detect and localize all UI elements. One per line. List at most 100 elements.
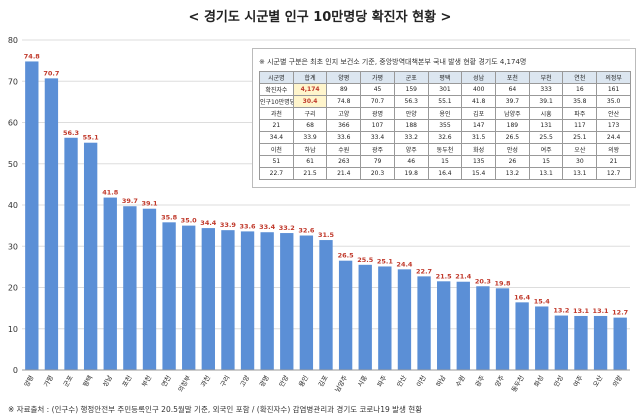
table-cell: 15 (427, 155, 463, 168)
table-cell: 안양 (393, 107, 429, 120)
table-row: 과천 구리 고양 광명 안양 용인 김포 남양주 시흥 파주 안산 (259, 107, 631, 120)
x-category-label: 평택 (81, 373, 95, 388)
bar (613, 317, 627, 370)
table-cell: 39.1 (528, 95, 564, 108)
table-cell: 김포 (461, 107, 497, 120)
table-cell: 41.8 (461, 95, 497, 108)
table-cell: 의정부 (596, 71, 631, 84)
bar (83, 142, 98, 370)
stats-table: 시군명 합계 양평 가평 군포 평택 성남 포천 부천 연천 의정부 확진자수 4,174 89 45 159… (259, 71, 631, 180)
page-title: < 경기도 시군별 인구 10만명당 확진자 현황 > (188, 10, 452, 25)
y-tick-label: 50 (8, 160, 18, 169)
table-cell: 117 (562, 119, 598, 132)
bar-value-label: 21.5 (436, 272, 453, 280)
bar-value-label: 26.5 (338, 252, 355, 260)
table-cell: 용인 (427, 107, 463, 120)
bar-value-label: 13.1 (573, 307, 590, 315)
table-cell: 74.8 (326, 95, 362, 108)
table-cell: 188 (393, 119, 429, 132)
bar (574, 315, 588, 370)
bar-value-label: 21.4 (455, 273, 472, 281)
x-category-label: 가평 (41, 373, 55, 388)
table-cell: 301 (427, 83, 463, 96)
x-category-label: 김포 (317, 374, 330, 388)
bar-value-label: 55.1 (83, 134, 100, 142)
bar (25, 61, 39, 370)
table-cell: 400 (461, 83, 497, 96)
bar-value-label: 20.3 (475, 277, 491, 285)
bar-value-label: 25.1 (377, 257, 394, 265)
x-category-label: 시흥 (355, 373, 369, 388)
x-category-label: 안산 (394, 373, 408, 388)
bar-value-label: 22.7 (416, 267, 432, 275)
table-cell: 과천 (259, 107, 294, 120)
x-category-label: 군포 (62, 374, 75, 388)
bar (378, 266, 392, 370)
table-cell: 16.4 (427, 167, 463, 180)
bar-value-label: 56.3 (63, 129, 79, 137)
table-row: 시군명 합계 양평 가평 군포 평택 성남 포천 부천 연천 의정부 (259, 71, 631, 84)
bar-value-label: 35.0 (181, 217, 198, 225)
table-cell: 하남 (292, 143, 328, 156)
table-cell: 15 (528, 155, 564, 168)
bar-value-label: 74.8 (24, 52, 41, 60)
table-cell: 21.5 (292, 167, 328, 180)
x-category-label: 양주 (493, 374, 506, 388)
table-cell: 24.4 (596, 131, 631, 144)
x-category-label: 오산 (591, 373, 605, 388)
table-cell: 의왕 (596, 143, 631, 156)
table-cell: 147 (461, 119, 497, 132)
table-cell: 33.4 (360, 131, 395, 144)
table-cell: 79 (360, 155, 395, 168)
table-cell: 31.5 (461, 131, 497, 144)
table-cell: 46 (393, 155, 429, 168)
table-cell: 16 (562, 83, 598, 96)
bar (103, 197, 117, 370)
y-tick-label: 20 (8, 284, 18, 293)
x-category-label: 성남 (100, 373, 114, 388)
x-category-label: 의왕 (610, 373, 624, 388)
x-category-label: 부천 (139, 373, 153, 388)
table-row: 이천 하남 수원 광주 양주 동두천 화성 안성 여주 오산 의왕 (259, 143, 631, 156)
bar-value-label: 32.6 (298, 227, 315, 235)
table-cell: 군포 (393, 71, 429, 84)
table-cell: 15.4 (461, 167, 497, 180)
table-cell: 34.4 (259, 131, 294, 144)
y-tick-label: 10 (8, 325, 18, 334)
bar-value-label: 41.8 (102, 189, 119, 197)
table-cell: 화성 (461, 143, 497, 156)
x-category-label: 안양 (277, 373, 291, 388)
bar (319, 240, 333, 370)
x-category-label: 양평 (22, 373, 36, 388)
table-cell: 21.4 (326, 167, 362, 180)
table-cell: 안성 (495, 143, 530, 156)
bar-value-label: 13.2 (553, 307, 569, 315)
x-category-label: 구리 (218, 373, 232, 388)
stats-table-panel: ※ 시군별 구분은 최초 인지 보건소 기준, 중앙방역대책본부 국내 발생 현… (252, 48, 636, 188)
table-cell: 33.9 (292, 131, 328, 144)
source-footnote: ※ 자료출처 : (인구수) 행정안전부 주민등록인구 20.5월말 기준, 외… (8, 405, 423, 414)
bar (593, 315, 608, 370)
table-cell: 13.1 (528, 167, 564, 180)
x-category-label: 고양 (238, 374, 251, 388)
y-tick-label: 40 (8, 201, 18, 210)
y-tick-label: 80 (8, 36, 18, 45)
bar (260, 232, 274, 370)
x-category-label: 화성 (532, 373, 546, 388)
table-cell: 고양 (326, 107, 362, 120)
table-cell: 21 (259, 119, 294, 132)
table-cell: 131 (528, 119, 564, 132)
bar-value-label: 16.4 (514, 293, 531, 301)
table-cell: 21 (596, 155, 631, 168)
table-cell: 33.2 (393, 131, 429, 144)
bar (515, 302, 529, 370)
table-cell: 20.3 (360, 167, 395, 180)
x-category-label: 남양주 (333, 373, 350, 393)
bar (44, 78, 59, 371)
table-cell: 가평 (360, 71, 395, 84)
table-cell: 25.1 (562, 131, 598, 144)
table-cell: 13.1 (562, 167, 598, 180)
table-cell: 51 (259, 155, 294, 168)
table-cell: 부천 (528, 71, 564, 84)
table-cell: 333 (528, 83, 564, 96)
